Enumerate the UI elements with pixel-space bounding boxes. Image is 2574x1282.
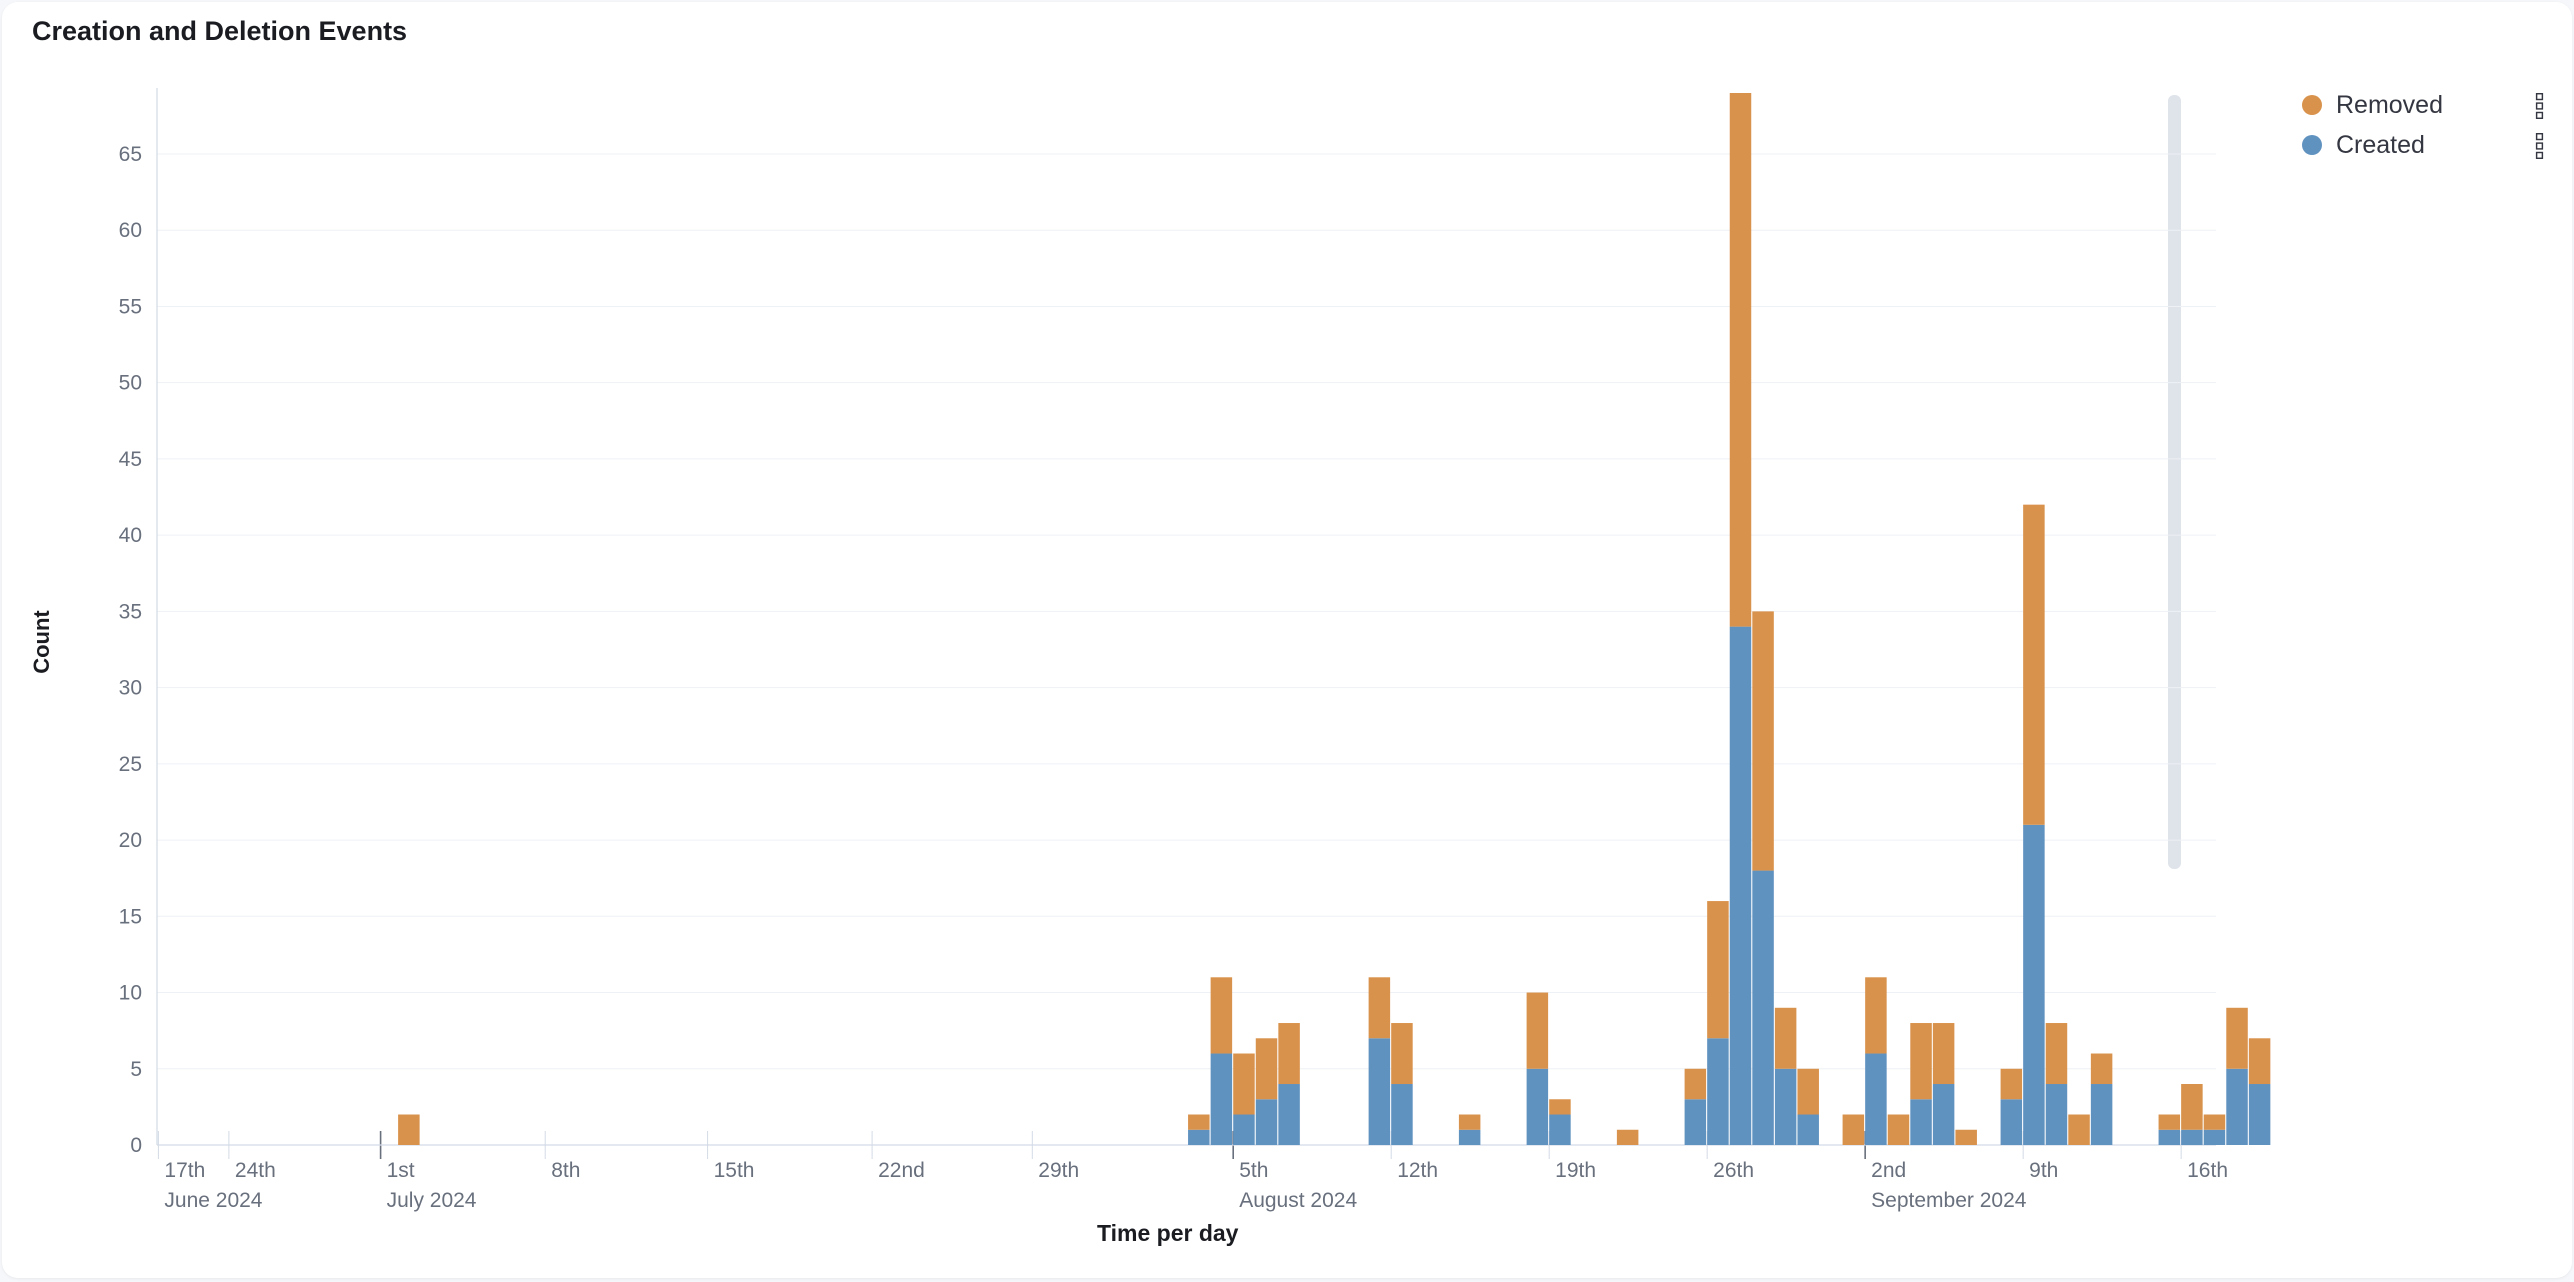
svg-text:September 2024: September 2024 [1871, 1189, 2027, 1212]
svg-text:65: 65 [119, 143, 142, 166]
svg-text:July 2024: July 2024 [387, 1189, 477, 1212]
svg-text:0: 0 [130, 1134, 142, 1157]
svg-text:16th: 16th [2187, 1159, 2228, 1182]
svg-text:5: 5 [130, 1058, 142, 1081]
svg-text:24th: 24th [235, 1159, 276, 1182]
svg-text:15: 15 [119, 905, 142, 928]
svg-text:August 2024: August 2024 [1239, 1189, 1357, 1212]
svg-text:5th: 5th [1239, 1159, 1268, 1182]
svg-text:29th: 29th [1038, 1159, 1079, 1182]
svg-text:30: 30 [119, 677, 142, 700]
svg-text:60: 60 [119, 219, 142, 242]
svg-text:9th: 9th [2029, 1159, 2058, 1182]
svg-text:8th: 8th [551, 1159, 580, 1182]
svg-text:20: 20 [119, 829, 142, 852]
svg-text:12th: 12th [1397, 1159, 1438, 1182]
svg-text:15th: 15th [714, 1159, 755, 1182]
svg-text:1st: 1st [387, 1159, 415, 1182]
svg-text:50: 50 [119, 372, 142, 395]
svg-text:55: 55 [119, 295, 142, 318]
svg-text:45: 45 [119, 448, 142, 471]
svg-text:17th: 17th [164, 1159, 205, 1182]
svg-text:22nd: 22nd [878, 1159, 925, 1182]
svg-text:19th: 19th [1555, 1159, 1596, 1182]
svg-text:25: 25 [119, 753, 142, 776]
svg-text:40: 40 [119, 524, 142, 547]
svg-text:26th: 26th [1713, 1159, 1754, 1182]
svg-text:10: 10 [119, 982, 142, 1005]
svg-text:2nd: 2nd [1871, 1159, 1906, 1182]
svg-text:June 2024: June 2024 [164, 1189, 262, 1212]
svg-text:35: 35 [119, 600, 142, 623]
